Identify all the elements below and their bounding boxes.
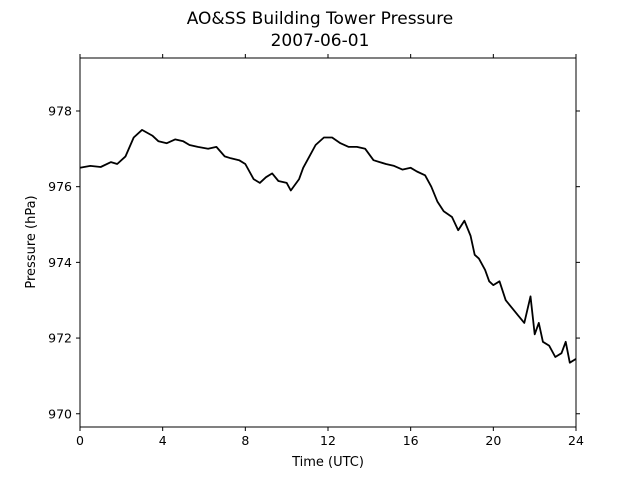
y-tick-label: 970	[48, 406, 72, 421]
chart-title: AO&SS Building Tower Pressure	[187, 9, 454, 29]
x-tick-label: 4	[159, 433, 167, 448]
y-tick-label: 974	[48, 255, 72, 270]
x-tick-label: 12	[320, 433, 336, 448]
axis-ticks: 0 4 8 12 16 20 24 970 972 974 976 978	[48, 54, 584, 448]
y-tick-label: 972	[48, 331, 72, 346]
plot-frame	[79, 57, 577, 428]
x-tick-label: 8	[241, 433, 249, 448]
pressure-series-line	[79, 128, 577, 364]
series-group	[79, 128, 577, 364]
y-tick-label: 976	[48, 179, 72, 194]
x-tick-label: 16	[403, 433, 419, 448]
chart-subtitle: 2007-06-01	[271, 31, 370, 51]
x-axis-label: Time (UTC)	[291, 455, 364, 470]
x-tick-label: 20	[485, 433, 501, 448]
x-tick-label: 24	[568, 433, 584, 448]
y-axis-label: Pressure (hPa)	[24, 195, 39, 288]
y-tick-label: 978	[48, 103, 72, 118]
x-tick-label: 0	[76, 433, 84, 448]
